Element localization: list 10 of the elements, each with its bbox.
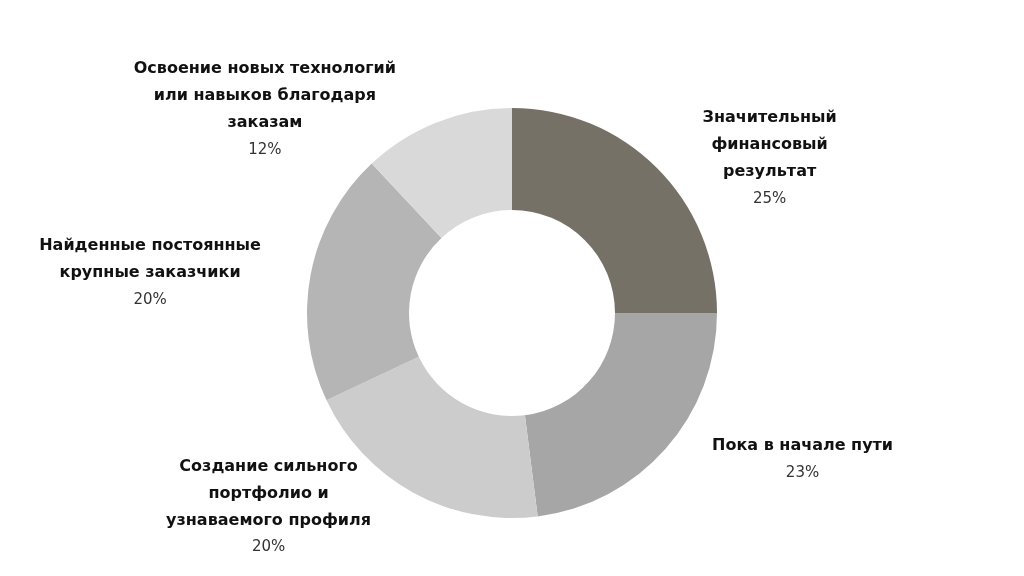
data-label: 20% (133, 289, 167, 308)
data-label: 20% (251, 537, 286, 556)
slice-label: Создание сильного портфолио и узнаваемого профиля (166, 455, 372, 529)
slice-label: Освоение новых технологий или навыков благодаря заказам (133, 58, 397, 132)
slice-label: Найденные постоянные крупные заказчики (39, 235, 262, 282)
slice-label: Пока в начале пути (712, 435, 894, 455)
data-label: 23% (785, 462, 820, 481)
slice-label: Значительный финансовый результат (702, 107, 837, 181)
data-label: 25% (752, 188, 787, 207)
data-label: 12% (248, 139, 282, 158)
